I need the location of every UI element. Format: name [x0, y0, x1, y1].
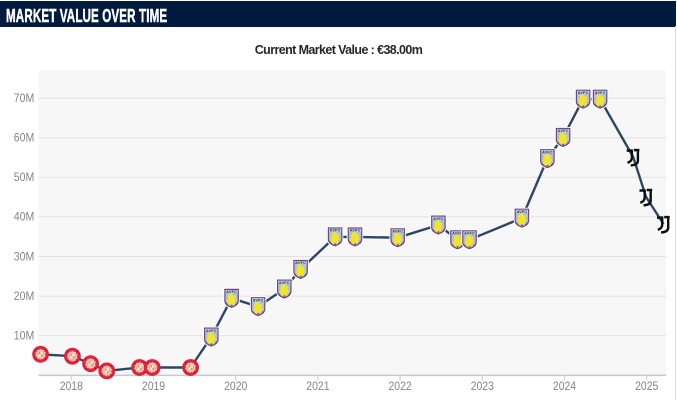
svg-text:20M: 20M	[14, 291, 35, 303]
svg-text:2025: 2025	[635, 381, 658, 393]
svg-text:60M: 60M	[14, 133, 35, 145]
svg-text:2019: 2019	[142, 381, 165, 393]
svg-text:50M: 50M	[14, 172, 35, 184]
svg-text:70M: 70M	[14, 93, 35, 105]
svg-text:2024: 2024	[553, 381, 577, 393]
svg-text:2022: 2022	[389, 381, 412, 393]
svg-text:2021: 2021	[306, 381, 329, 393]
svg-text:30M: 30M	[14, 251, 35, 263]
svg-text:2023: 2023	[471, 381, 494, 393]
svg-text:40M: 40M	[14, 212, 35, 224]
svg-text:2020: 2020	[224, 381, 247, 393]
svg-text:10M: 10M	[14, 330, 35, 342]
svg-text:2018: 2018	[60, 381, 83, 393]
